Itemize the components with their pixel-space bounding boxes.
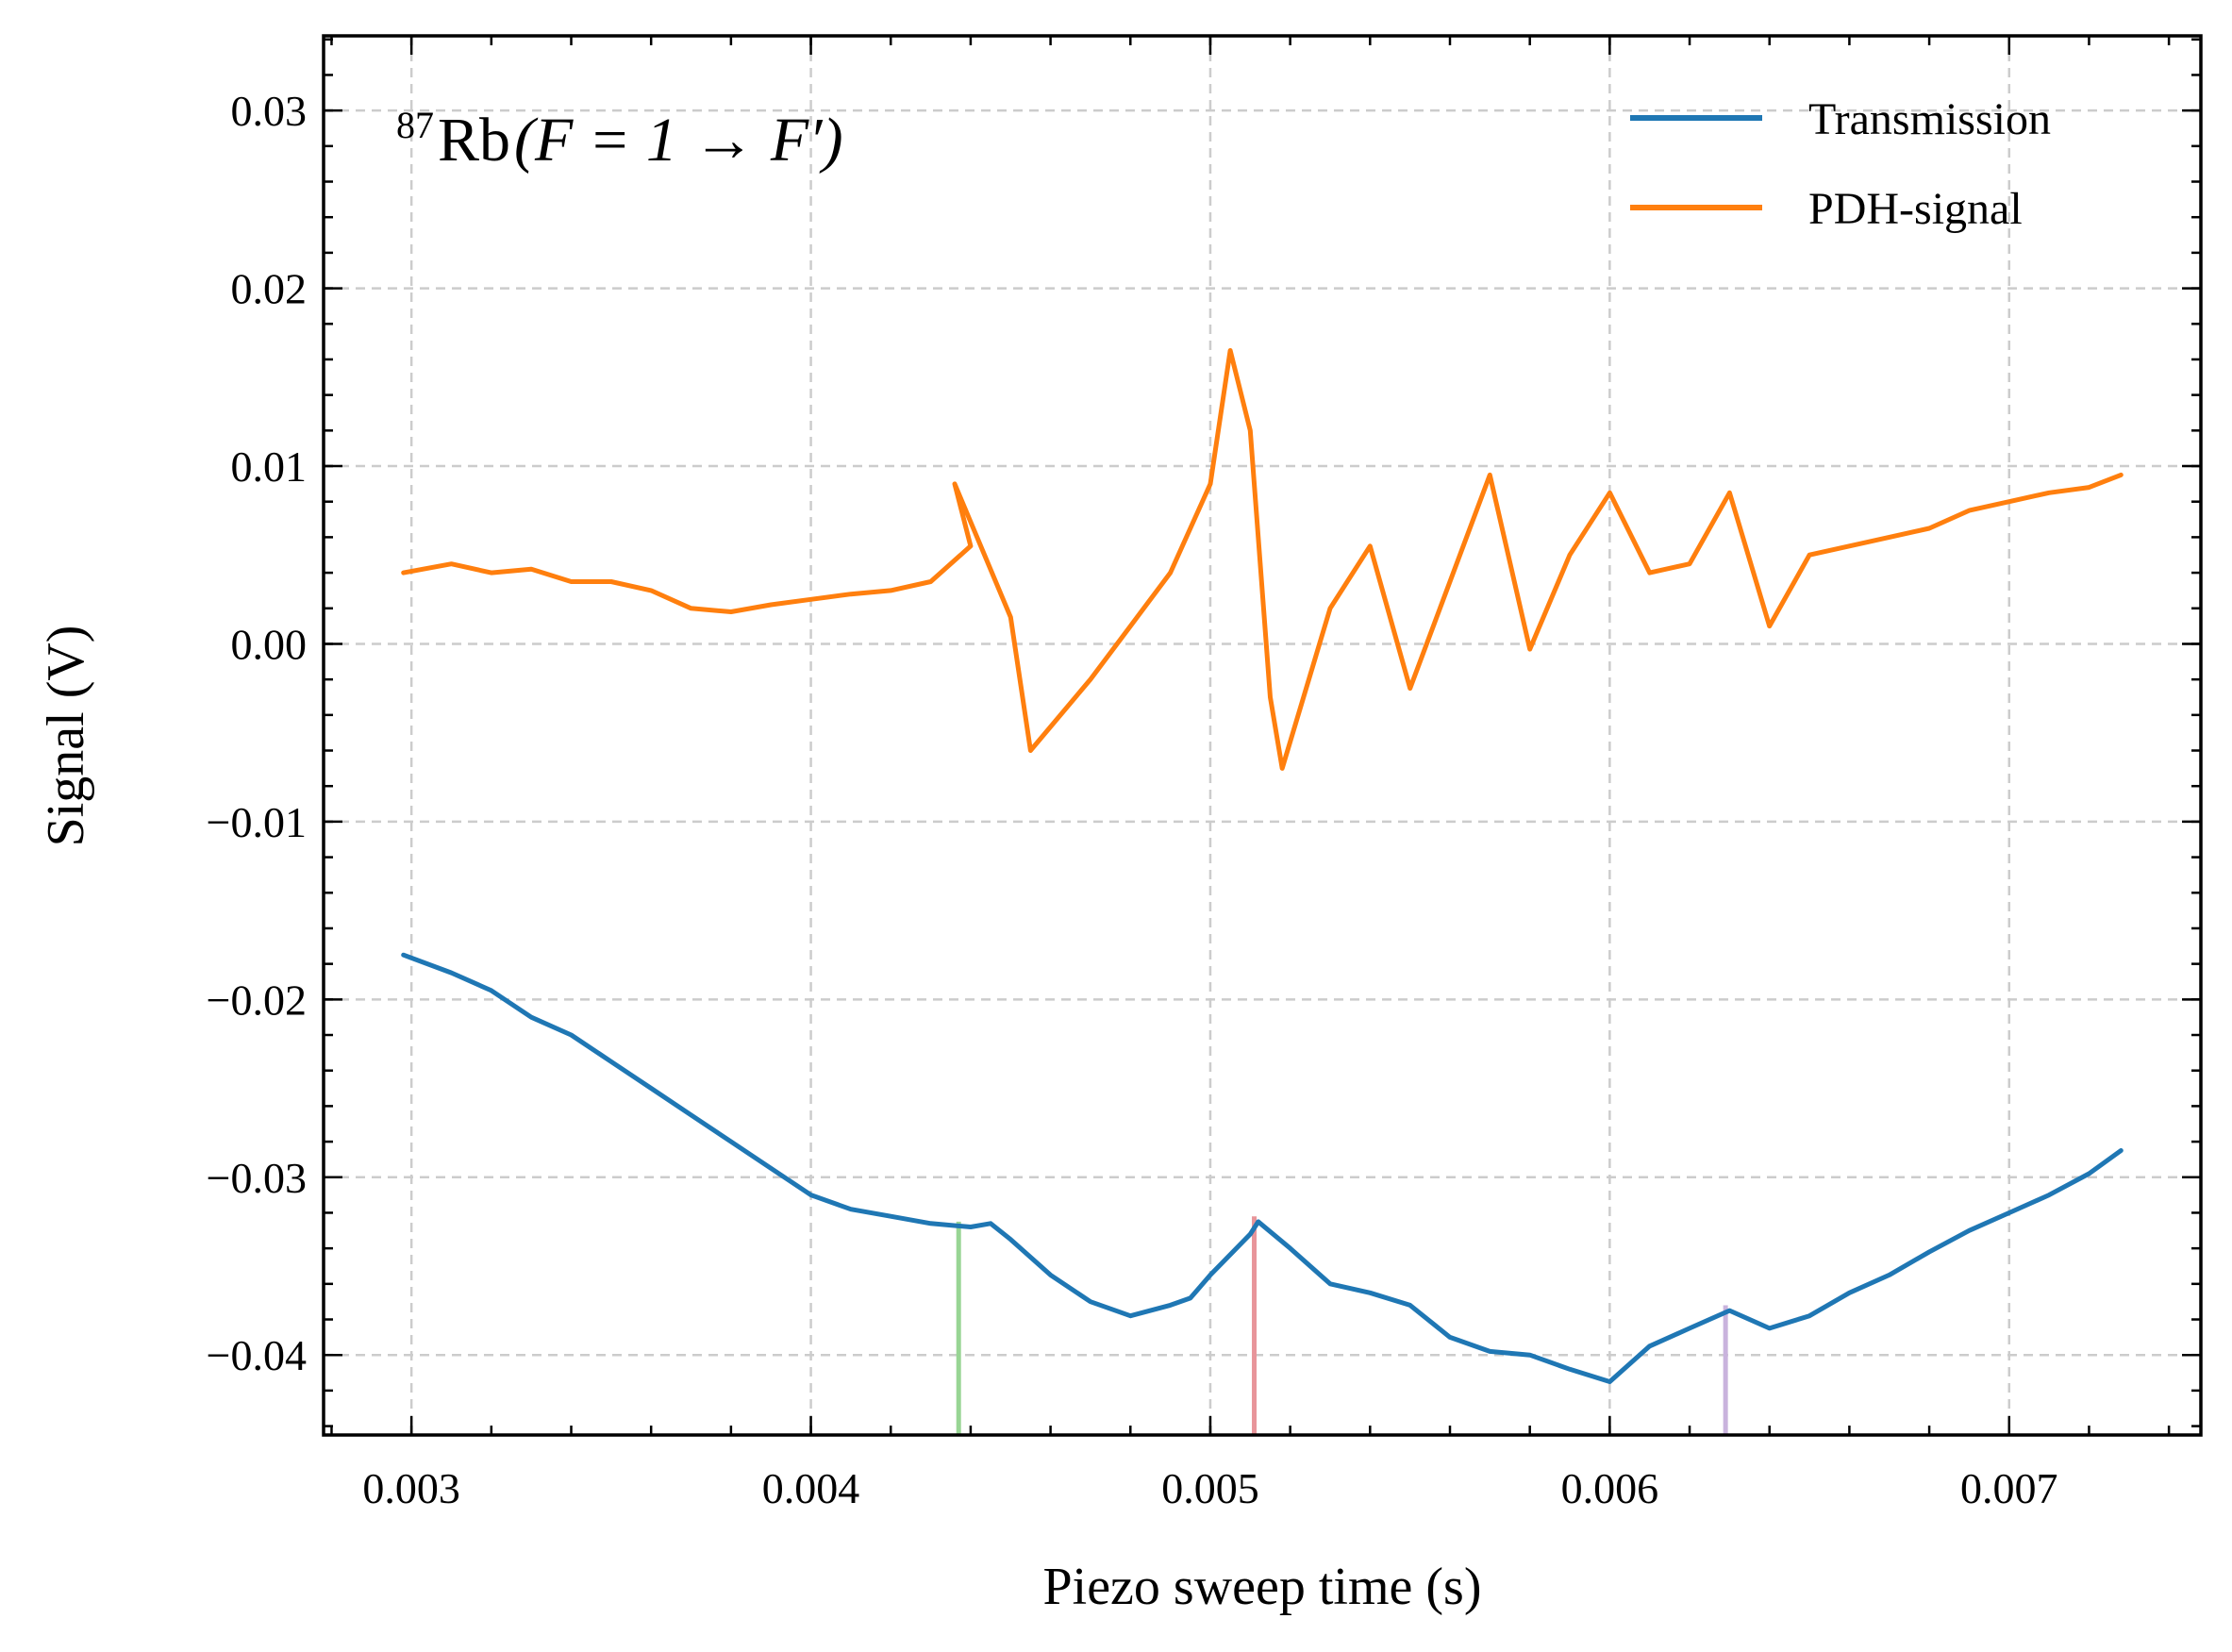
annotation-formula: (F = 1 → F′) <box>514 106 843 175</box>
chart-annotation: 87 Rb (F = 1 → F′) <box>396 104 843 175</box>
x-tick-label: 0.004 <box>762 1464 860 1512</box>
x-tick-label: 0.005 <box>1161 1464 1259 1512</box>
x-tick-label: 0.003 <box>362 1464 460 1512</box>
annotation-superscript: 87 <box>396 104 434 146</box>
legend-label-pdh-signal: PDH-signal <box>1808 184 2023 234</box>
y-axis-label: Signal (V) <box>37 626 95 847</box>
y-tick-label: −0.03 <box>207 1154 307 1202</box>
tick-layer <box>324 36 2201 1435</box>
series-line-pdh-signal <box>401 348 2124 771</box>
y-tick-label: 0.01 <box>231 442 308 491</box>
y-tick-label: 0.03 <box>231 87 308 135</box>
grid-layer <box>324 36 2201 1435</box>
tick-label-layer: 0.003 0.004 0.005 0.006 0.007 −0.04 −0.03 −0.02… <box>207 87 2058 1512</box>
y-tick-label: −0.04 <box>207 1331 307 1379</box>
plot-frame <box>322 34 2203 1437</box>
y-tick-label: −0.02 <box>207 976 307 1024</box>
legend: Transmission PDH-signal <box>1630 94 2051 234</box>
series-line-transmission <box>401 952 2124 1384</box>
x-tick-label: 0.007 <box>1960 1464 2058 1512</box>
legend-label-transmission: Transmission <box>1808 94 2051 144</box>
marker-layer <box>956 1216 1728 1435</box>
y-tick-label: 0.00 <box>231 620 308 668</box>
y-tick-label: 0.02 <box>231 265 308 313</box>
y-tick-label: −0.01 <box>207 798 307 846</box>
series-layer <box>401 348 2124 1384</box>
x-tick-label: 0.006 <box>1561 1464 1659 1512</box>
x-axis-label: Piezo sweep time (s) <box>1043 1558 1482 1616</box>
annotation-element: Rb <box>438 106 510 175</box>
